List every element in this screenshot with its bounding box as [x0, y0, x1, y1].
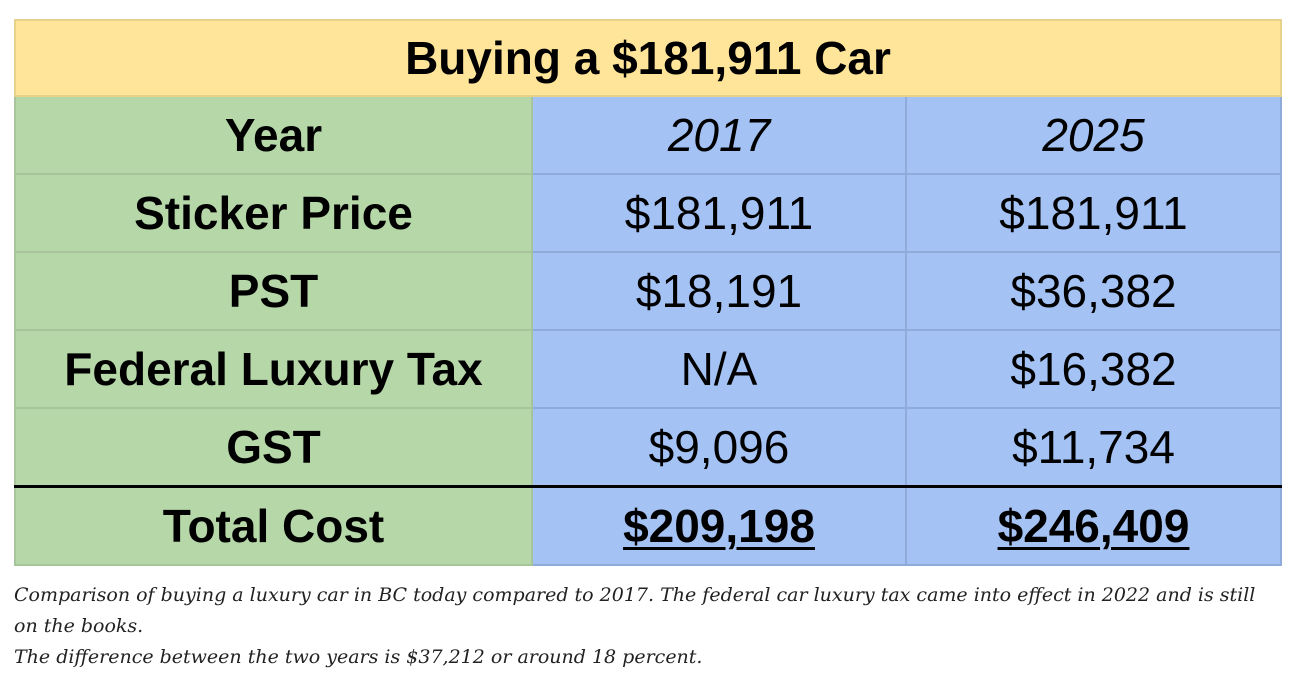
sticker-price-2017: $181,911 [531, 173, 907, 253]
total-row: Total Cost $209,198 $246,409 [14, 485, 1283, 566]
row-label-total-cost: Total Cost [14, 485, 533, 566]
figure-caption: Comparison of buying a luxury car in BC … [14, 580, 1280, 673]
table-row: Sticker Price $181,911 $181,911 [14, 173, 1283, 253]
table-row: PST $18,191 $36,382 [14, 251, 1283, 331]
sticker-price-2025: $181,911 [904, 173, 1283, 253]
table-row: Federal Luxury Tax N/A $16,382 [14, 329, 1283, 409]
cost-comparison-table: Buying a $181,911 Car Year 2017 2025 Sti… [13, 19, 1283, 566]
total-cost-2017: $209,198 [623, 500, 815, 552]
row-label-federal-luxury-tax: Federal Luxury Tax [14, 329, 533, 409]
luxury-tax-2017: N/A [531, 329, 907, 409]
luxury-tax-2025: $16,382 [904, 329, 1283, 409]
gst-2017: $9,096 [531, 407, 907, 488]
header-row: Year 2017 2025 [14, 95, 1283, 175]
year-2025-header: 2025 [904, 95, 1283, 175]
total-2017-cell: $209,198 [531, 485, 907, 566]
table-row: GST $9,096 $11,734 [14, 407, 1283, 488]
cost-comparison-table-wrapper: Buying a $181,911 Car Year 2017 2025 Sti… [13, 19, 1283, 566]
gst-2025: $11,734 [904, 407, 1283, 488]
row-label-pst: PST [14, 251, 533, 331]
total-2025-cell: $246,409 [904, 485, 1283, 566]
table-title: Buying a $181,911 Car [13, 19, 1283, 97]
title-row: Buying a $181,911 Car [13, 19, 1283, 97]
year-2017-header: 2017 [531, 95, 907, 175]
total-cost-2025: $246,409 [997, 500, 1190, 552]
row-label-gst: GST [14, 407, 533, 488]
pst-2017: $18,191 [531, 251, 907, 331]
year-label: Year [14, 95, 533, 175]
row-label-sticker-price: Sticker Price [14, 173, 533, 253]
caption-line-1: Comparison of buying a luxury car in BC … [14, 584, 1256, 637]
caption-line-2: The difference between the two years is … [14, 646, 703, 668]
pst-2025: $36,382 [904, 251, 1283, 331]
